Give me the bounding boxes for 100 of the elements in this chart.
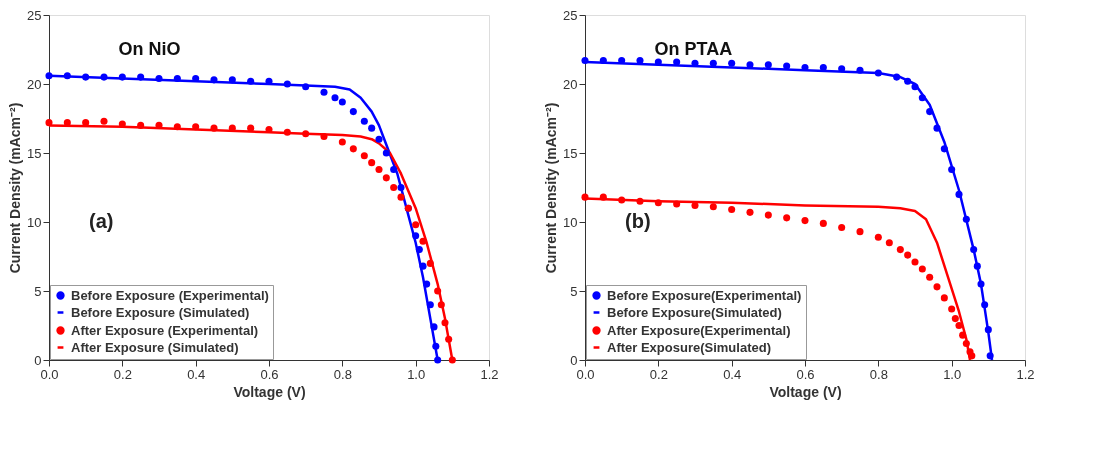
point bbox=[173, 123, 181, 131]
point bbox=[247, 77, 255, 85]
point bbox=[338, 138, 346, 146]
x-tick-label: 1.2 bbox=[480, 366, 499, 382]
legend-label: Before Exposure(Experimental) bbox=[607, 287, 802, 303]
point bbox=[192, 123, 200, 131]
point bbox=[962, 339, 970, 347]
point bbox=[426, 259, 434, 267]
point bbox=[419, 237, 427, 245]
point bbox=[155, 74, 163, 83]
point bbox=[599, 57, 607, 65]
point bbox=[228, 76, 236, 84]
point bbox=[397, 183, 405, 192]
point bbox=[448, 356, 456, 364]
point bbox=[885, 239, 893, 247]
point bbox=[838, 223, 846, 232]
text: On NiO bbox=[118, 39, 181, 59]
point bbox=[970, 246, 978, 254]
x-tick-label: 0.6 bbox=[260, 366, 279, 382]
x-tick-label: 1.0 bbox=[943, 366, 962, 382]
point bbox=[382, 149, 390, 157]
point bbox=[338, 98, 346, 106]
point bbox=[654, 199, 662, 207]
point bbox=[331, 94, 339, 102]
point bbox=[709, 59, 717, 67]
point bbox=[951, 315, 959, 323]
point bbox=[382, 174, 390, 182]
point bbox=[981, 301, 989, 309]
x-tick-label: 0.0 bbox=[40, 366, 59, 382]
point bbox=[173, 74, 181, 83]
point bbox=[432, 342, 440, 350]
point bbox=[856, 228, 864, 236]
point bbox=[838, 65, 846, 73]
legend-label: Before Exposure (Experimental) bbox=[71, 287, 269, 303]
annotation: (a) bbox=[89, 210, 114, 232]
y-tick-label: 20 bbox=[563, 76, 578, 92]
point bbox=[581, 193, 589, 201]
y-tick-label: 25 bbox=[563, 7, 578, 23]
point bbox=[819, 219, 827, 227]
x-axis-title: Voltage (V) bbox=[769, 383, 842, 400]
point bbox=[933, 124, 941, 132]
point bbox=[940, 145, 948, 153]
point bbox=[210, 76, 218, 84]
y-tick-label: 0 bbox=[34, 352, 42, 368]
point bbox=[100, 117, 108, 125]
point bbox=[430, 323, 438, 331]
point bbox=[390, 183, 398, 192]
legend-label: Before Exposure(Simulated) bbox=[607, 304, 782, 320]
point bbox=[302, 130, 310, 138]
y-tick-label: 20 bbox=[27, 76, 42, 92]
point bbox=[423, 280, 431, 288]
point bbox=[45, 119, 53, 127]
legend-label: Before Exposure (Simulated) bbox=[71, 304, 250, 320]
point bbox=[375, 135, 383, 143]
point bbox=[962, 215, 970, 223]
point bbox=[368, 124, 376, 132]
point bbox=[618, 196, 626, 204]
point bbox=[959, 331, 967, 339]
point bbox=[948, 305, 956, 313]
point bbox=[904, 77, 912, 85]
point bbox=[856, 66, 864, 74]
point bbox=[926, 273, 934, 281]
point bbox=[599, 193, 607, 201]
x-tick-label: 0.2 bbox=[113, 366, 132, 382]
x-tick-label: 1.0 bbox=[407, 366, 426, 382]
point bbox=[728, 206, 736, 214]
x-tick-label: 0.6 bbox=[796, 366, 815, 382]
point bbox=[764, 61, 772, 69]
point bbox=[926, 108, 934, 116]
point bbox=[874, 233, 882, 241]
point bbox=[100, 73, 108, 81]
point bbox=[984, 326, 992, 334]
point bbox=[746, 208, 754, 216]
point bbox=[783, 62, 791, 70]
point bbox=[415, 246, 423, 254]
point bbox=[434, 356, 442, 364]
point bbox=[349, 108, 357, 116]
point bbox=[955, 321, 963, 330]
point bbox=[437, 301, 445, 309]
legend-label: After Exposure(Simulated) bbox=[607, 339, 771, 355]
point bbox=[426, 301, 434, 309]
point bbox=[397, 193, 405, 201]
point bbox=[137, 121, 145, 129]
point bbox=[801, 217, 809, 225]
point bbox=[746, 61, 754, 69]
point bbox=[918, 94, 926, 102]
x-tick-label: 0.8 bbox=[869, 366, 888, 382]
y-axis-title: Current Density (mAcm⁻²) bbox=[7, 102, 24, 274]
point bbox=[302, 83, 310, 91]
y-tick-label: 0 bbox=[570, 352, 578, 368]
point bbox=[283, 128, 291, 136]
point bbox=[137, 73, 145, 81]
point bbox=[375, 166, 383, 174]
point bbox=[977, 280, 985, 288]
point bbox=[764, 211, 772, 219]
point bbox=[320, 132, 328, 140]
point bbox=[118, 73, 126, 81]
x-tick-label: 0.0 bbox=[576, 366, 595, 382]
point bbox=[441, 319, 449, 327]
y-tick-label: 5 bbox=[570, 283, 578, 299]
